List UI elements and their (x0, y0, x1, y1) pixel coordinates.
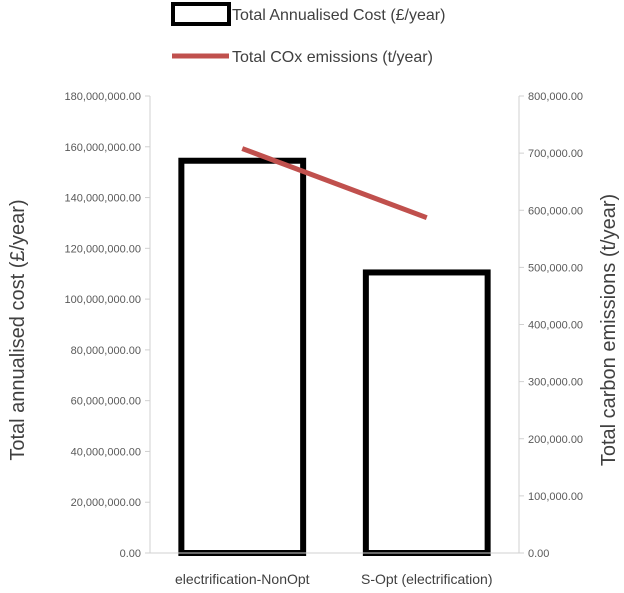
right-tick-label: 100,000.00 (528, 491, 583, 503)
category-label-1: electrification-NonOpt (175, 571, 310, 587)
bar-cost-1 (178, 157, 307, 556)
legend-label-cost: Total Annualised Cost (£/year) (232, 7, 445, 24)
left-tick-label: 160,000,000.00 (65, 142, 141, 154)
right-tick-label: 200,000.00 (528, 434, 583, 446)
right-tick-label: 600,000.00 (528, 205, 583, 217)
right-tick-label: 700,000.00 (528, 148, 583, 160)
left-tick-label: 60,000,000.00 (71, 396, 141, 408)
right-tick-label: 500,000.00 (528, 262, 583, 274)
right-axis-ticks: 0.00 100,000.00 200,000.00 300,000.00 400,00… (519, 91, 583, 560)
left-tick-label: 20,000,000.00 (71, 497, 141, 509)
left-axis-ticks: 0.00 20,000,000.00 40,000,000.00 60,000,000… (65, 91, 150, 560)
bars (178, 157, 491, 556)
left-tick-label: 0.00 (120, 548, 141, 560)
left-tick-label: 100,000,000.00 (65, 294, 141, 306)
bar-cost-2 (362, 269, 491, 556)
legend: Total Annualised Cost (£/year) Total COx… (171, 2, 445, 66)
y-axis-title-left: Total annualised cost (£/year) (7, 199, 29, 460)
category-labels: electrification-NonOpt S-Opt (electrifica… (175, 571, 493, 587)
right-tick-label: 400,000.00 (528, 320, 583, 332)
right-tick-label: 800,000.00 (528, 91, 583, 103)
legend-label-emissions: Total COx emissions (t/year) (232, 49, 433, 66)
emissions-line-series (241, 146, 428, 221)
y-axis-title-right: Total carbon emissions (t/year) (598, 194, 620, 466)
right-tick-label: 300,000.00 (528, 377, 583, 389)
left-tick-label: 180,000,000.00 (65, 91, 141, 103)
category-label-2: S-Opt (electrification) (361, 571, 492, 587)
legend-swatch-cost (171, 2, 231, 26)
left-tick-label: 80,000,000.00 (71, 345, 141, 357)
emissions-line (241, 146, 428, 221)
left-tick-label: 140,000,000.00 (65, 193, 141, 205)
left-tick-label: 40,000,000.00 (71, 446, 141, 458)
right-tick-label: 0.00 (528, 548, 549, 560)
left-tick-label: 120,000,000.00 (65, 243, 141, 255)
